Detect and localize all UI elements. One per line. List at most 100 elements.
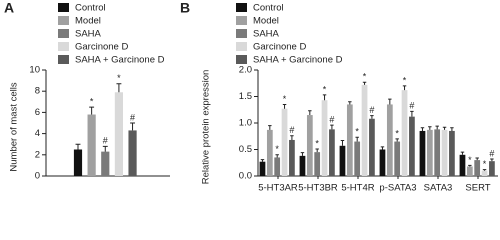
error-bar [402, 85, 407, 91]
bar [466, 166, 473, 176]
bar [409, 116, 415, 176]
error-bar [260, 159, 265, 162]
bar [419, 130, 426, 176]
x-tick-label: SERT [465, 183, 490, 194]
error-bar [340, 139, 345, 146]
legend-label: SAHA [75, 29, 102, 40]
y-tick-label: 4 [35, 128, 40, 139]
error-bar [460, 151, 465, 155]
error-bar [116, 83, 122, 93]
bar [459, 154, 466, 176]
legend-swatch [236, 29, 247, 38]
bar [314, 152, 321, 176]
significance-marker: # [329, 114, 334, 124]
bar [289, 139, 295, 176]
significance-marker: * [483, 159, 487, 169]
legend-swatch [58, 29, 69, 38]
y-tick-label: 6 [35, 107, 40, 118]
error-bar [362, 81, 367, 85]
legend-swatch [236, 42, 247, 51]
bar [259, 161, 266, 176]
bar [266, 129, 273, 176]
error-bar [395, 138, 399, 142]
legend-swatch [236, 16, 247, 25]
bar [339, 145, 346, 176]
bar [449, 130, 455, 176]
bar [274, 157, 281, 176]
error-bar [130, 122, 136, 131]
error-bar [275, 154, 279, 158]
error-bar [322, 94, 327, 101]
bar [354, 141, 361, 176]
bar [128, 130, 137, 176]
bar [346, 104, 353, 176]
y-tick-label: 2 [35, 149, 40, 160]
error-bar [355, 136, 359, 142]
legend-swatch [236, 55, 247, 64]
y-tick-label: 1.5 [239, 91, 252, 102]
legend-swatch [236, 3, 247, 12]
legend-label: Garcinone D [75, 42, 128, 53]
y-tick-label: 1.0 [239, 118, 252, 129]
legend-swatch [58, 16, 69, 25]
error-bar [435, 125, 439, 130]
legend-label: Model [75, 16, 101, 27]
error-bar [290, 135, 294, 140]
error-bar [268, 125, 272, 130]
bar [321, 100, 328, 176]
significance-marker: # [369, 105, 374, 115]
figure: A Control Model SAHA Garcinone D SAHA + Garci… [4, 0, 498, 194]
x-tick-label: 5-HT3AR [258, 183, 298, 194]
y-tick-label: 8 [35, 86, 40, 97]
error-bar [388, 98, 392, 105]
error-bar [442, 126, 447, 130]
bar [489, 161, 495, 176]
bar [299, 155, 306, 176]
bar [394, 141, 401, 176]
legend-swatch [58, 3, 69, 12]
bar [87, 114, 96, 176]
error-bar [348, 101, 352, 105]
error-bar [468, 164, 472, 167]
bar [379, 149, 386, 176]
significance-marker: * [323, 84, 327, 94]
error-bar [450, 127, 454, 131]
significance-marker: # [103, 136, 108, 146]
y-axis-title: Relative protein expression [201, 70, 212, 185]
error-bar [308, 110, 312, 116]
significance-marker: * [355, 127, 359, 137]
y-axis-title: Number of mast cells [9, 82, 20, 171]
error-bar [330, 124, 334, 130]
legend-swatch [58, 42, 69, 51]
significance-marker: # [489, 148, 494, 158]
x-tick-label: 5-HT4R [341, 183, 374, 194]
panel-label: A [4, 0, 14, 16]
significance-marker: * [363, 72, 367, 82]
significance-marker: # [130, 112, 135, 122]
significance-marker: # [409, 101, 414, 111]
bar [73, 149, 83, 176]
significance-marker: * [403, 75, 407, 85]
error-bar [380, 146, 385, 150]
bar [481, 170, 488, 176]
x-tick-label: p-SATA3 [379, 183, 416, 194]
bar [281, 108, 288, 176]
y-tick-label: 0 [35, 171, 40, 182]
panel-label: B [180, 0, 190, 16]
error-bar [420, 127, 425, 131]
bar [369, 118, 375, 176]
bar [306, 115, 313, 176]
error-bar [475, 157, 479, 161]
y-tick-label: 0.5 [239, 144, 252, 155]
significance-marker: * [275, 144, 279, 154]
error-bar [315, 148, 319, 153]
legend-label: Garcinone D [253, 42, 306, 53]
significance-marker: * [315, 138, 319, 148]
legend-label: SAHA + Garcinone D [253, 55, 343, 66]
x-tick-label: 5-HT3BR [298, 183, 338, 194]
bar [434, 129, 441, 176]
error-bar [410, 110, 414, 117]
error-bar [102, 145, 108, 152]
x-tick-label: SATA3 [424, 183, 453, 194]
error-bar [490, 158, 494, 162]
